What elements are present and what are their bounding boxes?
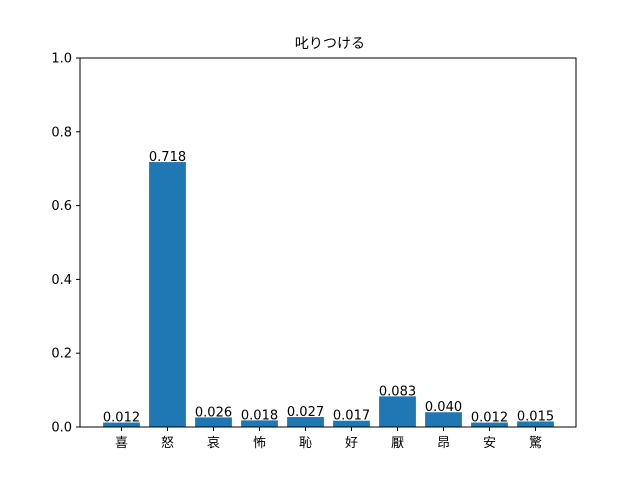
value-label-0: 0.012 [103,411,140,426]
y-axis: 0.0 0.2 0.4 0.6 0.8 1.0 [51,52,80,436]
value-label-2: 0.026 [195,405,232,420]
x-tick-label-1: 怒 [161,436,174,451]
chart-title: 叱りつける [295,36,365,52]
value-labels-group: 0.012 0.718 0.026 0.018 0.027 0.017 0.083 0.040… [103,150,554,426]
value-label-3: 0.018 [241,408,278,423]
y-tick-label-4: 0.8 [51,125,72,140]
x-tick-label-4: 恥 [299,436,312,451]
y-tick-label-2: 0.4 [51,273,72,288]
value-label-7: 0.040 [425,400,462,415]
x-tick-label-8: 安 [483,436,496,451]
x-tick-label-3: 怖 [253,435,266,451]
bar-9 [517,421,554,427]
bar-7 [425,412,462,427]
x-axis: 喜怒哀怖恥好厭昂安驚 [115,427,542,451]
x-tick-label-6: 厭 [391,436,404,451]
plot-frame [79,57,577,428]
value-label-4: 0.027 [287,405,324,420]
y-tick-label-1: 0.2 [51,347,72,362]
x-tick-label-5: 好 [345,436,358,451]
bar-6 [379,396,416,427]
y-tick-label-5: 1.0 [51,52,72,67]
bars-group [103,162,554,427]
y-tick-label-0: 0.0 [51,421,72,436]
y-tick-label-3: 0.6 [51,199,72,214]
bar-8 [471,422,508,427]
value-label-9: 0.015 [517,409,554,424]
x-tick-label-2: 哀 [207,436,220,451]
bar-2 [195,417,232,427]
bar-1 [149,162,186,427]
bar-5 [333,420,370,427]
x-tick-label-0: 喜 [115,436,128,451]
bar-3 [241,420,278,427]
value-label-8: 0.012 [471,411,508,426]
value-label-6: 0.083 [379,384,416,399]
value-label-5: 0.017 [333,409,370,424]
value-label-1: 0.718 [149,150,186,165]
bar-4 [287,417,324,427]
x-tick-label-9: 驚 [529,435,542,451]
bar-0 [103,422,140,427]
x-tick-label-7: 昂 [437,436,450,451]
